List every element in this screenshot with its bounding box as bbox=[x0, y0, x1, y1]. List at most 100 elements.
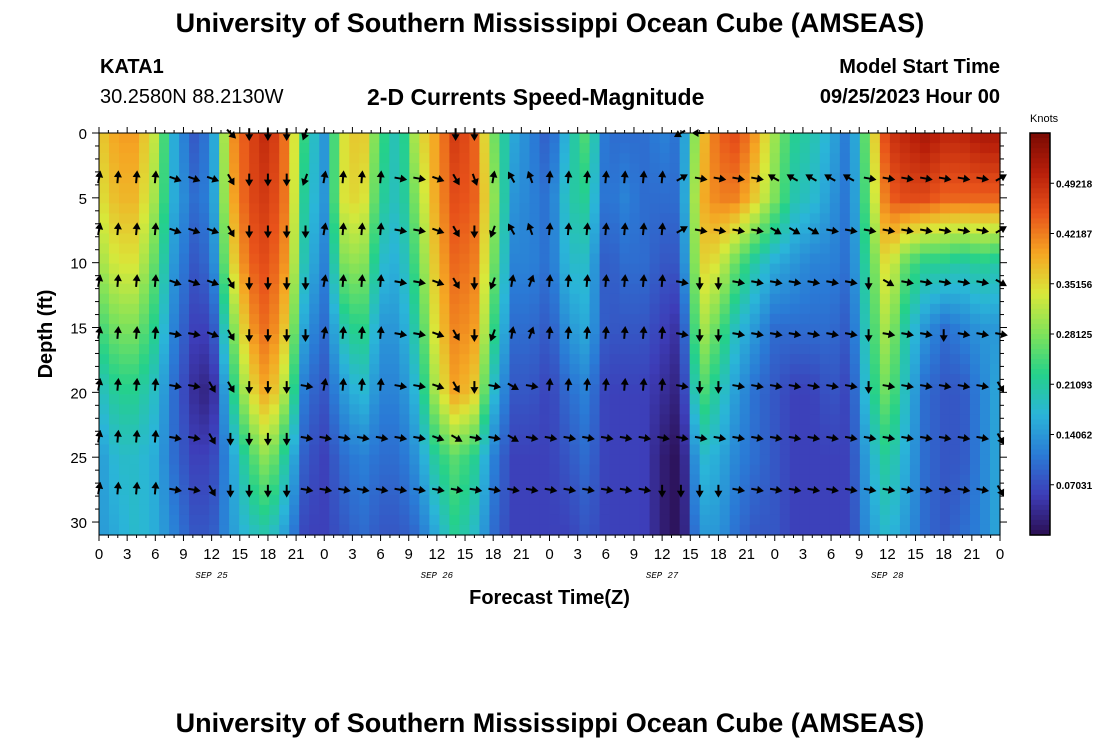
heatmap-cell bbox=[989, 233, 1001, 245]
heatmap-cell bbox=[369, 303, 380, 315]
heatmap-cell bbox=[709, 394, 721, 405]
heatmap-cell bbox=[589, 203, 601, 214]
heatmap-cell bbox=[639, 213, 651, 225]
heatmap-cell bbox=[639, 293, 651, 305]
heatmap-cell bbox=[479, 243, 491, 255]
heatmap-cell bbox=[409, 444, 420, 456]
arrow-shaft bbox=[788, 332, 797, 336]
heatmap-cell bbox=[99, 514, 110, 526]
heatmap-cell bbox=[839, 334, 851, 345]
heatmap-cell bbox=[979, 464, 991, 476]
heatmap-cell bbox=[849, 504, 861, 516]
current-arrow bbox=[732, 330, 746, 339]
arrow-shaft bbox=[432, 331, 440, 336]
heatmap-cell bbox=[969, 253, 981, 265]
heatmap-cell bbox=[289, 313, 300, 325]
current-arrow bbox=[976, 174, 990, 183]
current-arrow bbox=[489, 277, 497, 290]
heatmap-cell bbox=[319, 444, 330, 456]
current-arrow bbox=[564, 326, 573, 339]
arrow-head bbox=[320, 274, 329, 282]
heatmap-cell bbox=[969, 464, 981, 476]
current-arrow bbox=[263, 329, 272, 342]
heatmap-cell bbox=[169, 243, 180, 255]
x-tick-label: 12 bbox=[429, 546, 446, 563]
heatmap-cell bbox=[239, 193, 250, 204]
heatmap-cell bbox=[309, 303, 320, 315]
heatmap-cell bbox=[139, 243, 150, 255]
heatmap-cell bbox=[439, 193, 450, 204]
arrow-head bbox=[944, 433, 952, 442]
arrow-head bbox=[658, 377, 667, 386]
heatmap-cell bbox=[169, 233, 180, 245]
heatmap-cell bbox=[909, 183, 921, 194]
arrow-head bbox=[601, 170, 610, 178]
heatmap-cell bbox=[359, 354, 370, 365]
heatmap-cell bbox=[229, 494, 240, 506]
heatmap-cell bbox=[549, 323, 561, 335]
heatmap-cell bbox=[829, 153, 841, 164]
arrow-head bbox=[451, 134, 460, 141]
arrow-shaft bbox=[169, 175, 177, 181]
heatmap-cell bbox=[589, 404, 601, 415]
heatmap-cell bbox=[369, 243, 380, 255]
current-arrow bbox=[864, 381, 873, 394]
heatmap-cell bbox=[719, 454, 731, 466]
x-tick-label: 18 bbox=[260, 546, 277, 563]
arrow-head bbox=[700, 174, 708, 183]
arrow-head bbox=[842, 174, 851, 182]
heatmap-cell bbox=[719, 354, 731, 365]
current-arrow bbox=[976, 330, 990, 339]
current-arrow bbox=[976, 226, 990, 235]
heatmap-cell bbox=[649, 384, 661, 395]
heatmap-cell bbox=[589, 524, 601, 536]
heatmap-cell bbox=[219, 414, 230, 426]
arrow-head bbox=[132, 429, 141, 437]
heatmap-cell bbox=[859, 464, 871, 476]
heatmap-cell bbox=[169, 334, 180, 345]
heatmap-cell bbox=[989, 384, 1001, 395]
heatmap-cell bbox=[269, 233, 280, 245]
heatmap-cell bbox=[569, 273, 581, 285]
heatmap-cell bbox=[279, 394, 290, 405]
current-arrow bbox=[957, 226, 971, 235]
heatmap-cell bbox=[319, 133, 330, 144]
heatmap-cell bbox=[189, 213, 200, 225]
arrow-head bbox=[320, 170, 329, 178]
heatmap-cell bbox=[159, 283, 170, 295]
heatmap-cell bbox=[219, 454, 230, 466]
heatmap-cell bbox=[129, 203, 140, 214]
heatmap-cell bbox=[479, 384, 491, 395]
heatmap-cell bbox=[299, 283, 310, 295]
heatmap-cell bbox=[639, 153, 651, 164]
x-tick-label: 15 bbox=[231, 546, 248, 563]
current-arrow bbox=[695, 277, 704, 291]
heatmap-cell bbox=[849, 153, 861, 164]
heatmap-cell bbox=[869, 163, 881, 174]
heatmap-cell bbox=[559, 414, 571, 426]
heatmap-cell bbox=[519, 223, 531, 235]
current-arrow bbox=[471, 173, 479, 186]
heatmap-cell bbox=[929, 283, 941, 295]
heatmap-cell bbox=[919, 524, 931, 536]
heatmap-cell bbox=[229, 313, 240, 325]
heatmap-cell bbox=[729, 474, 741, 486]
heatmap-cell bbox=[519, 233, 531, 245]
heatmap-cell bbox=[859, 233, 871, 245]
heatmap-cell bbox=[949, 334, 961, 345]
arrow-shaft bbox=[769, 280, 778, 284]
heatmap-cell bbox=[479, 484, 491, 496]
heatmap-cell bbox=[179, 203, 190, 214]
heatmap-cell bbox=[459, 223, 471, 235]
heatmap-cell bbox=[809, 334, 821, 345]
current-arrow bbox=[957, 433, 971, 442]
arrow-head bbox=[850, 226, 858, 235]
heatmap-cell bbox=[929, 474, 941, 486]
heatmap-cell bbox=[129, 344, 140, 355]
heatmap-cell bbox=[609, 434, 621, 446]
heatmap-cell bbox=[689, 464, 701, 476]
heatmap-cell bbox=[419, 203, 430, 214]
heatmap-cell bbox=[419, 193, 430, 204]
heatmap-cell bbox=[199, 163, 210, 174]
arrow-shaft bbox=[732, 176, 740, 180]
